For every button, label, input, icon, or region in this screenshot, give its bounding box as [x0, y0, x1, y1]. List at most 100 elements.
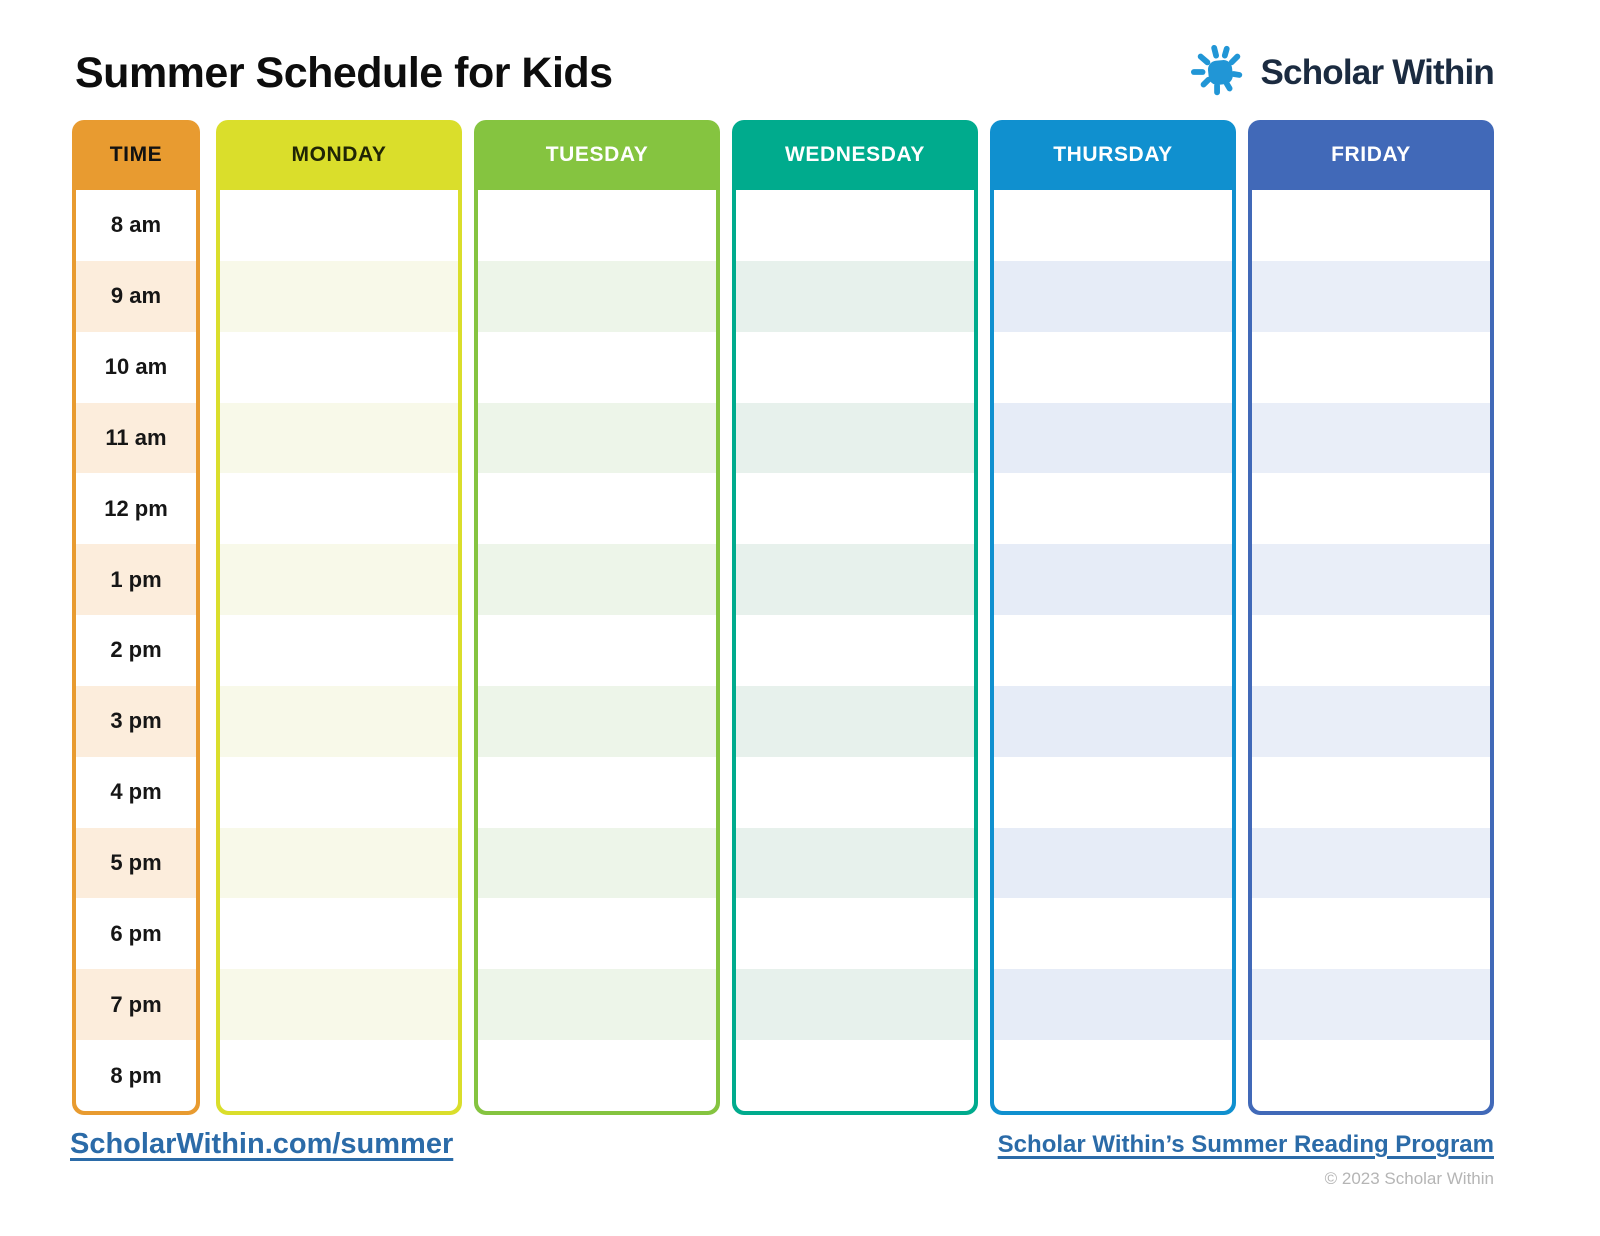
day-column-header: TUESDAY [545, 143, 649, 166]
schedule-cell [736, 1040, 974, 1111]
schedule-cell [478, 757, 716, 828]
day-column-wednesday: WEDNESDAY [732, 120, 978, 1115]
time-label: 11 am [76, 402, 196, 474]
schedule-cell [478, 615, 716, 686]
schedule-cell [478, 332, 716, 403]
day-column-header: WEDNESDAY [785, 143, 925, 166]
day-column-thursday: THURSDAY [990, 120, 1236, 1115]
schedule-cell [994, 260, 1232, 332]
schedule-cell [1252, 898, 1490, 969]
schedule-cell [1252, 332, 1490, 403]
column-body [478, 190, 716, 1111]
schedule-cell [1252, 473, 1490, 544]
schedule-cell [478, 260, 716, 332]
schedule-cell [478, 685, 716, 757]
scholar-within-logo: Scholar Within [1190, 44, 1495, 102]
schedule-cell [220, 898, 458, 969]
column-body [994, 190, 1232, 1111]
schedule-cell [994, 190, 1232, 261]
schedule-cell [220, 190, 458, 261]
schedule-cell [220, 402, 458, 474]
schedule-cell [994, 1040, 1232, 1111]
schedule-cell [736, 544, 974, 616]
copyright-text: © 2023 Scholar Within [1324, 1169, 1494, 1188]
sun-icon [1190, 44, 1242, 96]
column-body [1252, 190, 1490, 1111]
schedule-cell [220, 544, 458, 616]
time-label: 10 am [104, 354, 168, 380]
schedule-cell [220, 473, 458, 544]
time-label: 6 pm [110, 920, 162, 946]
page-header: Summer Schedule for Kids Scholar Within [75, 44, 1495, 102]
schedule-cell [478, 1040, 716, 1111]
schedule-cell [736, 332, 974, 403]
schedule-cell [994, 757, 1232, 828]
schedule-cell [736, 898, 974, 969]
day-column-monday: MONDAY [216, 120, 462, 1115]
schedule-cell [220, 332, 458, 403]
schedule-cell [1252, 260, 1490, 332]
schedule-cell [994, 473, 1232, 544]
summer-url-link[interactable]: ScholarWithin.com/summer [70, 1128, 454, 1160]
schedule-cell [736, 615, 974, 686]
reading-program-link[interactable]: Scholar Within’s Summer Reading Program [997, 1131, 1494, 1158]
schedule-cell [478, 473, 716, 544]
schedule-cell [1252, 969, 1490, 1041]
schedule-cell [1252, 1040, 1490, 1111]
schedule-cell [736, 685, 974, 757]
column-body [220, 190, 458, 1111]
schedule-cell [736, 757, 974, 828]
schedule-cell [478, 898, 716, 969]
day-column-tuesday: TUESDAY [474, 120, 720, 1115]
schedule-cell [736, 827, 974, 899]
day-column-header: MONDAY [291, 143, 387, 166]
schedule-cell [994, 332, 1232, 403]
page-title: Summer Schedule for Kids [75, 48, 613, 97]
column-body: 8 am 9 am 10 am 11 am 12 pm 1 pm 2 pm 3 pm 4 pm 5… [76, 190, 196, 1111]
schedule-cell [478, 827, 716, 899]
time-label: 8 am [110, 212, 162, 238]
time-label: 7 pm [76, 969, 196, 1041]
schedule-cell [220, 1040, 458, 1111]
column-body [736, 190, 974, 1111]
schedule-cell [1252, 544, 1490, 616]
time-column-header: TIME [109, 143, 163, 166]
schedule-cell [478, 969, 716, 1041]
schedule-cell [994, 827, 1232, 899]
time-label: 12 pm [104, 495, 168, 521]
footer-right: Scholar Within’s Summer Reading Program … [998, 1131, 1494, 1189]
time-label: 1 pm [76, 544, 196, 616]
schedule-cell [736, 190, 974, 261]
schedule-cell [994, 685, 1232, 757]
schedule-cell [220, 757, 458, 828]
schedule-cell [736, 260, 974, 332]
time-column: TIME 8 am 9 am 10 am 11 am 12 pm 1 pm 2 pm 3 pm 4… [72, 120, 200, 1115]
schedule-cell [994, 969, 1232, 1041]
schedule-cell [736, 969, 974, 1041]
schedule-cell [1252, 402, 1490, 474]
schedule-cell [1252, 615, 1490, 686]
time-label: 8 pm [110, 1062, 162, 1088]
day-column-header: FRIDAY [1331, 143, 1411, 166]
schedule-cell [220, 685, 458, 757]
schedule-cell [220, 260, 458, 332]
schedule-cell [478, 190, 716, 261]
schedule-cell [478, 402, 716, 474]
schedule-cell [1252, 827, 1490, 899]
schedule-cell [478, 544, 716, 616]
schedule-cell [994, 615, 1232, 686]
time-label: 5 pm [76, 827, 196, 899]
time-label: 9 am [76, 260, 196, 332]
time-label: 2 pm [110, 637, 162, 663]
time-label: 4 pm [110, 779, 162, 805]
logo-text: Scholar Within [1260, 53, 1495, 92]
time-label: 3 pm [76, 685, 196, 757]
schedule-grid: TIME 8 am 9 am 10 am 11 am 12 pm 1 pm 2 pm 3 pm 4… [72, 120, 1494, 1115]
day-column-friday: FRIDAY [1248, 120, 1494, 1115]
schedule-cell [220, 615, 458, 686]
schedule-cell [736, 473, 974, 544]
schedule-cell [1252, 685, 1490, 757]
schedule-cell [736, 402, 974, 474]
schedule-cell [1252, 757, 1490, 828]
